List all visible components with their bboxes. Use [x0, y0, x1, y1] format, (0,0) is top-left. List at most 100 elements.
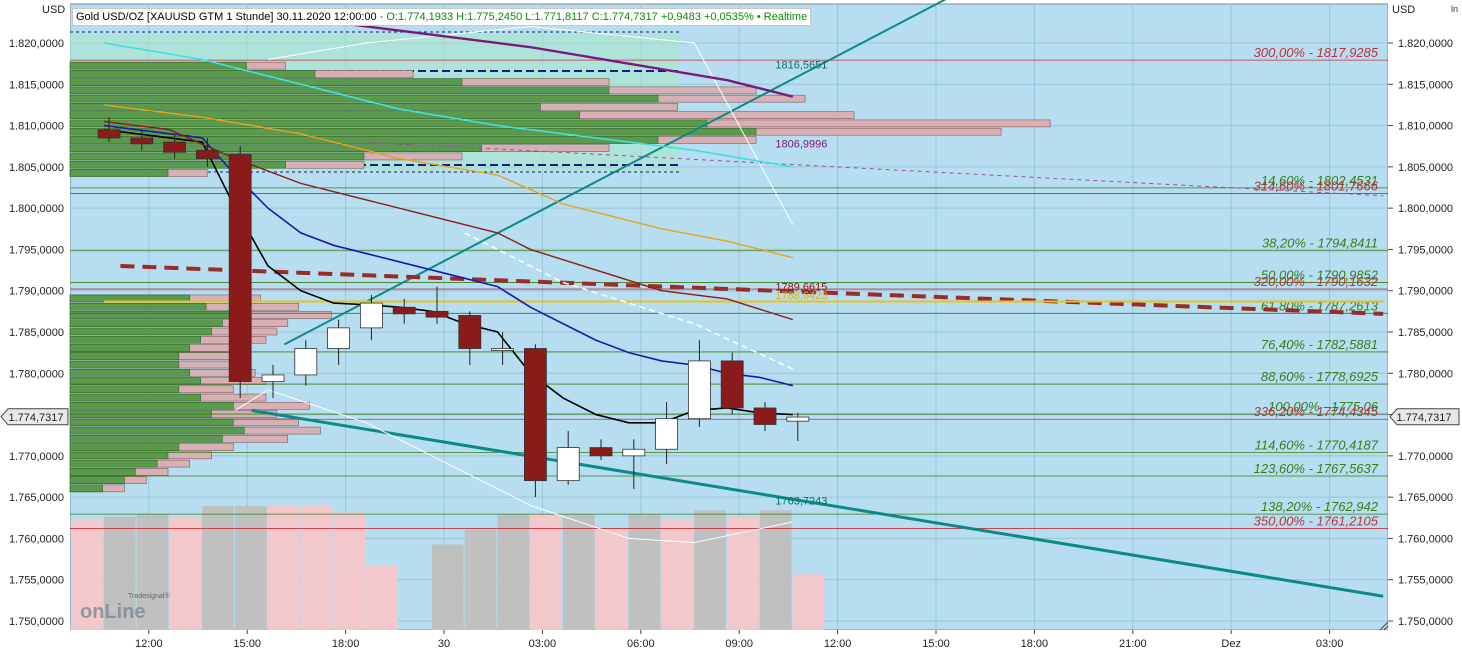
trend-line	[120, 263, 1384, 316]
moving-average-line	[103, 120, 794, 321]
volume-profile-bottom-buy	[69, 352, 180, 361]
candle-bull	[294, 348, 318, 376]
y-tick-label-left: 1.800,0000	[9, 203, 64, 215]
candle-bull	[359, 302, 383, 329]
candle-bull	[786, 416, 810, 422]
volume-profile-bottom-buy	[69, 302, 207, 311]
volume-bar	[136, 514, 169, 630]
fib-level-label: 336,20% - 1774,4345	[1254, 404, 1379, 419]
volume-profile-bottom-buy	[69, 369, 191, 377]
y-tick-label-right: 1.790,0000	[1398, 286, 1453, 298]
level-annotation: 1806,9996	[775, 138, 827, 150]
y-tick-label-left: 1.755,0000	[9, 575, 64, 587]
x-tick-label: 06:00	[627, 638, 655, 650]
y-tick-label-left: 1.750,0000	[9, 616, 64, 628]
candle-bull	[622, 448, 646, 457]
volume-bar	[694, 510, 726, 630]
ohlc-quote: - O:1.774,1933 H:1.775,2450 L:1.771,8117…	[379, 11, 754, 23]
envelope-upper	[267, 25, 794, 225]
y-tick-label-left: 1.805,0000	[9, 162, 64, 174]
logo-small-text: Tradesignal®	[128, 592, 170, 600]
log-scale-button[interactable]: ln	[1450, 4, 1458, 14]
volume-profile-bottom-buy	[69, 484, 103, 493]
header-datetime: 30.11.2020 12:00:00	[276, 11, 377, 23]
fib-level-label: 14,60% - 1802,4531	[1261, 173, 1378, 188]
volume-bar	[103, 516, 136, 630]
price-tag-left-label: 1.774,7317	[8, 412, 63, 424]
fib-level-label: 88,60% - 1778,6925	[1261, 369, 1379, 384]
trend-line	[251, 408, 1384, 598]
volume-profile-bottom-buy	[69, 426, 245, 435]
volume-profile-top-buy	[69, 111, 580, 119]
y-tick-label-left: 1.820,0000	[9, 38, 64, 50]
y-tick-label-left: 1.770,0000	[9, 451, 64, 463]
y-tick-label-right: 1.760,0000	[1398, 533, 1453, 545]
y-tick-label-left: 1.795,0000	[9, 244, 64, 256]
candle-bear	[392, 306, 416, 315]
moving-average-line	[103, 104, 793, 259]
fib-level-label: 50,00% - 1790,9852	[1261, 268, 1379, 283]
fib-level-label: 300,00% - 1817,9285	[1254, 45, 1379, 60]
candle-bull	[261, 374, 285, 382]
candle-bear	[163, 141, 187, 153]
candle-bear	[228, 154, 252, 382]
volume-profile-bottom-buy	[69, 451, 169, 460]
volume-profile-bottom-buy	[69, 311, 234, 319]
candle-bear	[589, 447, 613, 457]
candle-bull	[556, 447, 580, 482]
time-axis-panel	[70, 630, 1388, 652]
volume-profile-bottom-buy	[69, 360, 180, 369]
volume-profile-bottom-buy	[69, 393, 201, 402]
x-tick-label: 18:00	[332, 638, 360, 650]
fib-level-label: 138,20% - 1762,942	[1261, 499, 1379, 514]
resize-handle-icon	[1379, 621, 1389, 631]
volume-profile-top-buy	[69, 169, 169, 177]
right-unit-label: USD	[1392, 4, 1416, 16]
level-annotation: 1816,5651	[775, 59, 827, 71]
y-tick-label-right: 1.785,0000	[1398, 327, 1453, 339]
price-tag-right	[1389, 408, 1460, 426]
volume-bar	[661, 518, 694, 630]
fib-level-label: 114,60% - 1770,4187	[1255, 437, 1379, 452]
y-tick-label-right: 1.820,0000	[1398, 38, 1453, 50]
y-tick-label-right: 1.815,0000	[1398, 79, 1453, 91]
y-tick-label-left: 1.760,0000	[9, 533, 64, 545]
trend-line	[283, 0, 947, 346]
volume-profile-top-buy	[69, 70, 316, 78]
candle-bear	[97, 129, 121, 139]
y-tick-label-left: 1.790,0000	[9, 286, 64, 298]
y-tick-label-right: 1.810,0000	[1398, 121, 1453, 133]
volume-profile-bottom-buy	[69, 377, 201, 385]
volume-profile-top-buy	[69, 61, 247, 70]
candle-bear	[524, 348, 547, 482]
candle-bull	[688, 360, 711, 420]
level-annotation: 1763,7243	[775, 496, 827, 508]
volume-profile-top-buy	[69, 86, 610, 95]
candle-bear	[425, 310, 449, 318]
volume-profile-top-buy	[69, 127, 757, 136]
y-tick-label-right: 1.770,0000	[1398, 451, 1453, 463]
volume-profile-bottom-buy	[69, 402, 234, 410]
candle-bear	[458, 315, 482, 349]
candle-bull	[655, 418, 678, 450]
volume-bar	[267, 506, 300, 630]
volume-profile-top-buy	[69, 136, 659, 144]
candle-bull	[491, 348, 515, 351]
price-tag-left	[0, 408, 69, 426]
fib-level-label: 314,60% - 1801,7666	[1254, 179, 1379, 194]
volume-bar	[235, 506, 267, 630]
y-tick-label-right: 1.805,0000	[1398, 162, 1453, 174]
y-tick-label-left: 1.810,0000	[9, 121, 64, 133]
y-tick-label-right: 1.765,0000	[1398, 492, 1453, 504]
volume-profile-bottom-buy	[69, 443, 180, 451]
volume-profile-bottom-buy	[69, 418, 234, 427]
y-tick-label-left: 1.780,0000	[9, 368, 64, 380]
candle-bear	[130, 137, 154, 145]
volume-bar	[71, 518, 103, 630]
x-tick-label: 12:00	[135, 638, 163, 650]
fib-level-label: 123,60% - 1767,5637	[1254, 461, 1379, 476]
tradesignal-logo: onLine	[80, 601, 146, 623]
y-tick-label-left: 1.815,0000	[9, 79, 64, 91]
fib-level-label: 100,00% - 1775,06	[1268, 399, 1379, 414]
